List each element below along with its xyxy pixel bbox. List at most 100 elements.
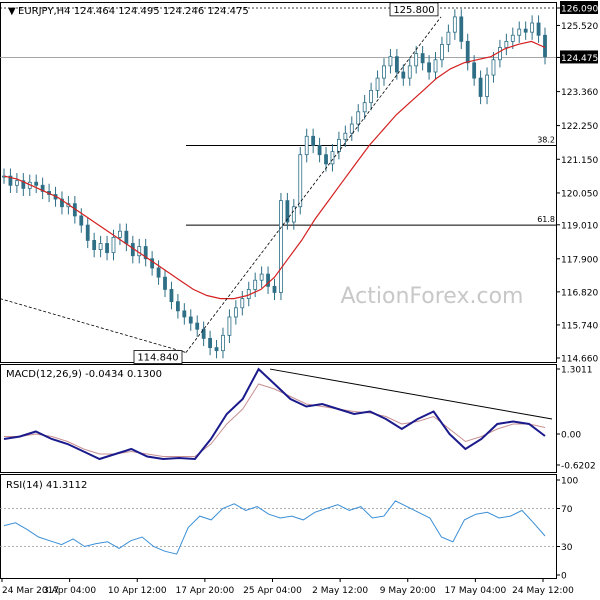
rsi-title: RSI(14) [6,480,43,491]
time-tick-label: 25 Apr 04:00 [243,586,302,596]
price-tick-label: 122.250 [561,122,598,132]
time-tick-label: 24 May 12:00 [512,586,574,596]
macd-value: -0.0434 [85,369,124,380]
candle-body [472,62,477,79]
rsi-line [3,500,546,555]
annotation-box [389,2,439,17]
rsi-value: 41.3112 [46,480,87,491]
candle-body [343,132,348,140]
candle-body [394,56,399,73]
candle-body [279,200,283,293]
candle-body [92,240,97,251]
candle-body [459,16,464,42]
candle-body [98,243,103,251]
rsi-tick-label: 70 [561,505,573,515]
price-tick-label: 123.360 [561,88,598,98]
candle-body [105,243,109,254]
candle-body [124,230,129,244]
candle-body [150,258,155,269]
fib-label: 61.8 [537,215,555,224]
macd-signal-value: 0.1300 [127,369,162,380]
candle-body [221,334,225,352]
candle-body [259,273,264,281]
candle-body [304,135,309,156]
candle-body [388,56,393,67]
annotation-label: 125.800 [393,5,434,16]
price-header: EURJPY,H4 124.464 124.495 124.246 124.47… [18,6,249,17]
candle-body [427,62,431,73]
candle-body [118,230,122,238]
candle-body [137,246,142,257]
candle-body [311,135,316,146]
candle-body [485,74,489,97]
macd-panel: MACD(12,26,9) -0.0434 0.1300 1.3011 0.00 -… [0,364,596,473]
candle-body [433,59,438,73]
moving-average-line [3,40,546,300]
trend-line-rally [185,16,442,353]
trend-line-lower [0,298,187,353]
candle-body [330,151,335,165]
candle-body [382,65,386,79]
candle-body [407,65,412,79]
candle-body [291,206,296,223]
time-tick-label: 3 Apr 04:00 [43,586,96,596]
price-panel: ▼ EURJPY,H4 124.464 124.495 124.246 124.… [0,1,598,365]
macd-title: MACD(12,26,9) [6,369,82,380]
candle-body [201,328,206,339]
price-tick-label: 124.475 [561,54,598,64]
candle-body [227,316,232,336]
candle-body [362,102,367,113]
price-tick-label: 115.740 [561,321,598,331]
price-low: 124.246 [163,6,204,17]
candle-body [143,246,148,260]
candle-body [349,123,354,134]
price-panel-frame [0,2,557,363]
time-tick-label: 24 Mar 2017 [2,586,59,596]
rsi-tick-label: 30 [561,543,573,553]
macd-axis: 1.3011 0.00 -0.6202 [556,366,596,472]
candle-body [446,31,451,45]
candle-body [324,154,328,165]
candle-body [452,16,457,33]
fib-label: 38.2 [537,135,555,144]
candle-body [214,347,219,352]
rsi-header: RSI(14) 41.3112 [6,480,87,491]
price-open: 124.464 [74,6,115,17]
time-tick-label: 2 May 12:00 [312,586,368,596]
rsi-tick-label: 0 [561,572,567,582]
candle-body [478,77,483,97]
price-candles [2,9,547,359]
price-tick-label: 119.010 [561,221,598,231]
candle-body [317,145,322,156]
candle-body [375,77,380,91]
candle-body [40,184,45,192]
price-annotations: 125.800 114.840 [0,2,442,364]
candle-body [14,180,19,186]
price-high: 124.495 [118,6,159,17]
candle-body [510,34,515,42]
candle-body [163,276,167,290]
candle-body [491,59,496,76]
moving-average [3,40,546,300]
candle-body [240,298,245,309]
candle-body [414,53,419,67]
price-tick-label: 126.090 [561,5,598,15]
macd-tick-label: 1.3011 [561,366,593,376]
price-tick-label: 116.820 [561,288,598,298]
time-tick-label: 17 May 04:00 [445,586,507,596]
macd-tick-label: -0.6202 [561,462,596,472]
macd-panel-frame [0,364,557,473]
candle-body [60,198,64,208]
macd-header: MACD(12,26,9) -0.0434 0.1300 [6,369,162,380]
macd-tick-label: 0.00 [561,431,581,441]
price-tick-label: 117.900 [561,255,598,265]
candle-body [369,89,374,104]
macd-signal-line [4,383,546,457]
price-tick-label: 114.660 [561,355,598,365]
candle-body [156,267,161,278]
macd-lines [3,367,553,461]
candle-body [498,47,502,61]
header-arrow-icon: ▼ [8,6,16,17]
